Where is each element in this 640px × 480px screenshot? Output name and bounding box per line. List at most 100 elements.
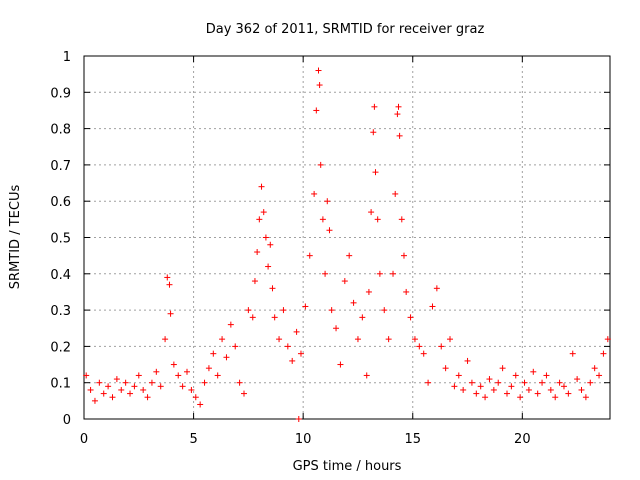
- data-point: [530, 368, 537, 375]
- data-point: [565, 390, 572, 397]
- data-point: [322, 270, 329, 277]
- data-point: [394, 111, 401, 118]
- data-point: [144, 394, 151, 401]
- data-point: [254, 249, 261, 256]
- data-point: [374, 216, 381, 223]
- data-point: [267, 241, 274, 248]
- data-point: [416, 343, 423, 350]
- data-point: [578, 386, 585, 393]
- data-point: [512, 372, 519, 379]
- data-point: [547, 386, 554, 393]
- data-point: [148, 379, 155, 386]
- data-point: [464, 357, 471, 364]
- y-tick-label: 0: [63, 413, 71, 428]
- data-points: [83, 67, 611, 422]
- data-point: [87, 386, 94, 393]
- data-point: [289, 357, 296, 364]
- data-point: [333, 325, 340, 332]
- data-point: [306, 252, 313, 259]
- data-point: [245, 307, 252, 314]
- x-axis-label: GPS time / hours: [293, 459, 402, 474]
- data-point: [473, 390, 480, 397]
- data-point: [118, 386, 125, 393]
- data-point: [179, 383, 186, 390]
- y-tick-label: 0.6: [50, 195, 71, 210]
- data-point: [372, 169, 379, 176]
- data-point: [205, 365, 212, 372]
- x-tick-label: 15: [404, 432, 421, 447]
- y-axis-label: SRMTID / TECUs: [8, 185, 23, 290]
- data-point: [122, 379, 129, 386]
- data-point: [131, 383, 138, 390]
- data-point: [284, 343, 291, 350]
- y-tick-label: 0.2: [50, 340, 71, 355]
- data-point: [311, 190, 318, 197]
- data-point: [184, 368, 191, 375]
- data-point: [350, 299, 357, 306]
- data-point: [395, 103, 402, 110]
- data-point: [517, 394, 524, 401]
- data-point: [276, 336, 283, 343]
- data-point: [486, 376, 493, 383]
- data-point: [503, 390, 510, 397]
- y-tick-label: 0.3: [50, 304, 71, 319]
- data-point: [468, 379, 475, 386]
- data-point: [346, 252, 353, 259]
- data-point: [258, 183, 265, 190]
- data-point: [407, 314, 414, 321]
- data-point: [499, 365, 506, 372]
- data-point: [521, 379, 528, 386]
- data-point: [140, 386, 147, 393]
- data-point: [451, 383, 458, 390]
- x-tick-label: 10: [295, 432, 312, 447]
- data-point: [534, 390, 541, 397]
- data-point: [271, 314, 278, 321]
- data-point: [587, 379, 594, 386]
- data-point: [269, 285, 276, 292]
- data-point: [363, 372, 370, 379]
- data-point: [201, 379, 208, 386]
- data-point: [170, 361, 177, 368]
- data-point: [539, 379, 546, 386]
- data-point: [214, 372, 221, 379]
- data-point: [425, 379, 432, 386]
- data-point: [319, 216, 326, 223]
- data-point: [398, 216, 405, 223]
- data-point: [162, 336, 169, 343]
- data-point: [392, 190, 399, 197]
- y-tick-label: 0.4: [50, 268, 71, 283]
- data-point: [341, 278, 348, 285]
- axis-ticks: [83, 55, 610, 420]
- data-point: [411, 336, 418, 343]
- data-point: [227, 321, 234, 328]
- data-point: [232, 343, 239, 350]
- data-point: [371, 103, 378, 110]
- grid-lines: [84, 56, 610, 419]
- data-point: [543, 372, 550, 379]
- data-point: [447, 336, 454, 343]
- data-point: [210, 350, 217, 357]
- data-point: [482, 394, 489, 401]
- data-point: [251, 278, 258, 285]
- data-point: [260, 209, 267, 216]
- data-point: [223, 354, 230, 361]
- data-point: [370, 129, 377, 136]
- data-point: [438, 343, 445, 350]
- x-tick-labels: 0 5 10 15 20: [80, 432, 531, 447]
- data-point: [96, 379, 103, 386]
- y-tick-label: 0.9: [50, 86, 71, 101]
- data-point: [460, 386, 467, 393]
- data-point: [365, 288, 372, 295]
- data-point: [164, 274, 171, 281]
- data-point: [381, 307, 388, 314]
- data-point: [490, 386, 497, 393]
- data-point: [105, 383, 112, 390]
- data-point: [582, 394, 589, 401]
- data-point: [316, 82, 323, 89]
- y-tick-labels: 0 0.1 0.2 0.3 0.4 0.5 0.6 0.7 0.8 0.9 1: [50, 50, 71, 428]
- data-point: [477, 383, 484, 390]
- data-point: [569, 350, 576, 357]
- x-tick-label: 0: [80, 432, 88, 447]
- y-tick-label: 0.8: [50, 123, 71, 138]
